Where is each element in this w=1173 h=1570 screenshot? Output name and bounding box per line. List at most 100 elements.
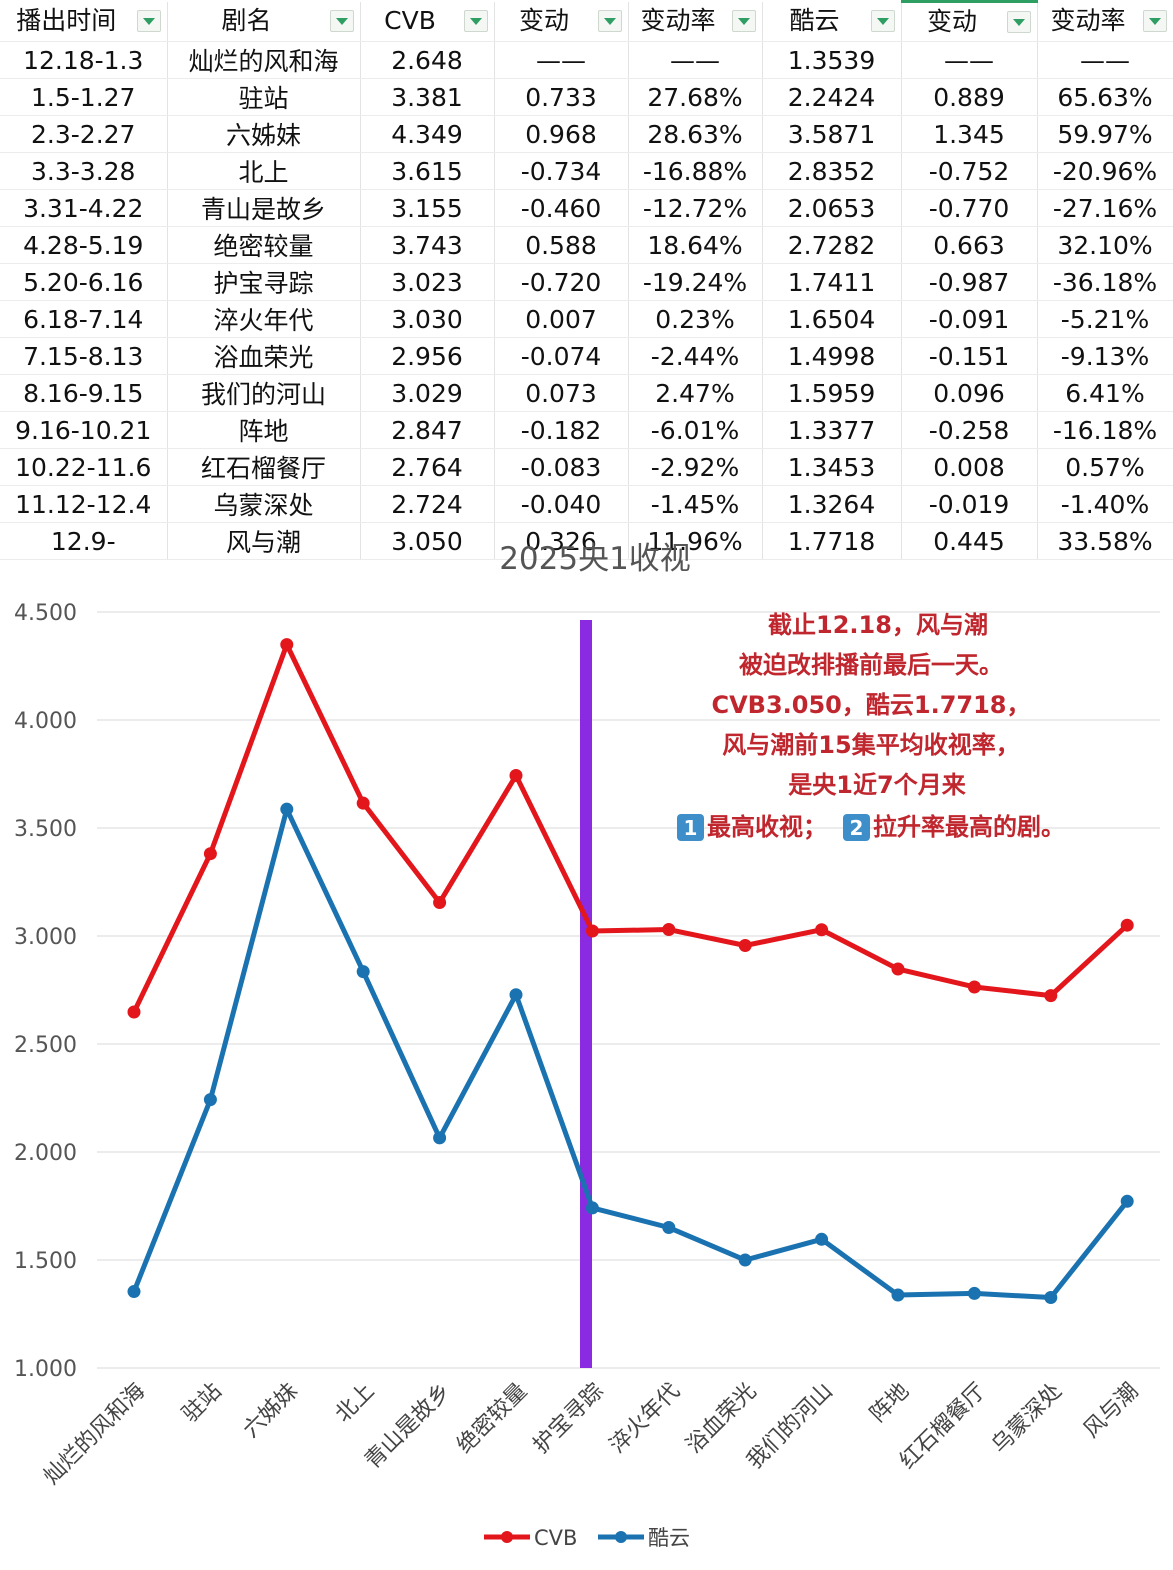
title-cell[interactable]: 绝密较量 [167, 226, 361, 264]
cvb-change-rate-cell[interactable]: 11.96% [628, 522, 763, 560]
kuyun-change-cell[interactable]: -0.151 [901, 337, 1038, 375]
kuyun-change-cell[interactable]: 0.889 [901, 78, 1038, 116]
kuyun-cell[interactable]: 1.7411 [762, 263, 902, 301]
cvb-cell[interactable]: 3.030 [360, 300, 495, 338]
cvb-cell[interactable]: 3.381 [360, 78, 495, 116]
title-cell[interactable]: 护宝寻踪 [167, 263, 361, 301]
airtime-cell[interactable]: 10.22-11.6 [0, 448, 168, 486]
cvb-change-rate-cell[interactable]: —— [628, 41, 763, 79]
title-cell[interactable]: 六姊妹 [167, 115, 361, 153]
cvb-cell[interactable]: 2.956 [360, 337, 495, 375]
title-cell[interactable]: 北上 [167, 152, 361, 190]
airtime-cell[interactable]: 3.31-4.22 [0, 189, 168, 227]
cvb-cell[interactable]: 3.743 [360, 226, 495, 264]
cvb-cell[interactable]: 2.847 [360, 411, 495, 449]
airtime-cell[interactable]: 12.18-1.3 [0, 41, 168, 79]
kuyun-change-cell[interactable]: -0.987 [901, 263, 1038, 301]
kuyun-change-cell[interactable]: -0.091 [901, 300, 1038, 338]
title-cell[interactable]: 我们的河山 [167, 374, 361, 412]
airtime-cell[interactable]: 11.12-12.4 [0, 485, 168, 523]
airtime-cell[interactable]: 8.16-9.15 [0, 374, 168, 412]
kuyun-change-rate-cell[interactable]: -36.18% [1037, 263, 1173, 301]
kuyun-change-rate-cell[interactable]: -27.16% [1037, 189, 1173, 227]
cvb-cell[interactable]: 2.648 [360, 41, 495, 79]
cvb-change-rate-cell[interactable]: -12.72% [628, 189, 763, 227]
cvb-change-cell[interactable]: -0.083 [494, 448, 629, 486]
cvb-change-rate-cell[interactable]: -1.45% [628, 485, 763, 523]
kuyun-cell[interactable]: 1.4998 [762, 337, 902, 375]
cvb-change-cell[interactable]: —— [494, 41, 629, 79]
cvb-change-cell[interactable]: -0.040 [494, 485, 629, 523]
kuyun-cell[interactable]: 2.7282 [762, 226, 902, 264]
cvb-cell[interactable]: 3.155 [360, 189, 495, 227]
kuyun-change-rate-cell[interactable]: -1.40% [1037, 485, 1173, 523]
cvb-change-cell[interactable]: -0.460 [494, 189, 629, 227]
cvb-cell[interactable]: 3.029 [360, 374, 495, 412]
kuyun-change-cell[interactable]: 0.663 [901, 226, 1038, 264]
cvb-change-rate-cell[interactable]: 2.47% [628, 374, 763, 412]
filter-dropdown-icon[interactable] [329, 10, 354, 33]
cvb-change-rate-cell[interactable]: -19.24% [628, 263, 763, 301]
airtime-cell[interactable]: 1.5-1.27 [0, 78, 168, 116]
cvb-change-rate-cell[interactable]: 28.63% [628, 115, 763, 153]
cvb-change-cell[interactable]: 0.007 [494, 300, 629, 338]
cvb-change-cell[interactable]: 0.326 [494, 522, 629, 560]
kuyun-cell[interactable]: 1.3539 [762, 41, 902, 79]
title-cell[interactable]: 风与潮 [167, 522, 361, 560]
title-cell[interactable]: 红石榴餐厅 [167, 448, 361, 486]
filter-dropdown-icon[interactable] [870, 10, 895, 33]
cvb-cell[interactable]: 4.349 [360, 115, 495, 153]
title-cell[interactable]: 淬火年代 [167, 300, 361, 338]
kuyun-change-cell[interactable]: 0.008 [901, 448, 1038, 486]
airtime-cell[interactable]: 6.18-7.14 [0, 300, 168, 338]
filter-dropdown-icon[interactable] [731, 10, 756, 33]
kuyun-cell[interactable]: 2.2424 [762, 78, 902, 116]
airtime-cell[interactable]: 5.20-6.16 [0, 263, 168, 301]
title-cell[interactable]: 青山是故乡 [167, 189, 361, 227]
filter-dropdown-icon[interactable] [463, 10, 488, 33]
kuyun-change-rate-cell[interactable]: -20.96% [1037, 152, 1173, 190]
kuyun-change-rate-cell[interactable]: -16.18% [1037, 411, 1173, 449]
kuyun-cell[interactable]: 1.7718 [762, 522, 902, 560]
cvb-change-cell[interactable]: 0.073 [494, 374, 629, 412]
kuyun-change-rate-cell[interactable]: 59.97% [1037, 115, 1173, 153]
cvb-change-rate-cell[interactable]: -6.01% [628, 411, 763, 449]
kuyun-cell[interactable]: 1.5959 [762, 374, 902, 412]
kuyun-change-rate-cell[interactable]: 0.57% [1037, 448, 1173, 486]
airtime-cell[interactable]: 12.9- [0, 522, 168, 560]
cvb-change-rate-cell[interactable]: -16.88% [628, 152, 763, 190]
cvb-change-cell[interactable]: 0.588 [494, 226, 629, 264]
cvb-cell[interactable]: 3.050 [360, 522, 495, 560]
kuyun-cell[interactable]: 1.6504 [762, 300, 902, 338]
filter-dropdown-icon[interactable] [1006, 11, 1031, 33]
cvb-change-rate-cell[interactable]: 0.23% [628, 300, 763, 338]
kuyun-cell[interactable]: 2.0653 [762, 189, 902, 227]
kuyun-change-cell[interactable]: 0.096 [901, 374, 1038, 412]
title-cell[interactable]: 驻站 [167, 78, 361, 116]
kuyun-change-cell[interactable]: —— [901, 41, 1038, 79]
cvb-change-cell[interactable]: -0.182 [494, 411, 629, 449]
kuyun-change-rate-cell[interactable]: -5.21% [1037, 300, 1173, 338]
cvb-change-rate-cell[interactable]: -2.44% [628, 337, 763, 375]
kuyun-change-rate-cell[interactable]: -9.13% [1037, 337, 1173, 375]
kuyun-change-cell[interactable]: -0.752 [901, 152, 1038, 190]
airtime-cell[interactable]: 7.15-8.13 [0, 337, 168, 375]
cvb-cell[interactable]: 2.764 [360, 448, 495, 486]
filter-dropdown-icon[interactable] [136, 10, 161, 33]
cvb-cell[interactable]: 3.615 [360, 152, 495, 190]
cvb-change-cell[interactable]: -0.734 [494, 152, 629, 190]
airtime-cell[interactable]: 4.28-5.19 [0, 226, 168, 264]
cvb-change-cell[interactable]: -0.720 [494, 263, 629, 301]
kuyun-change-rate-cell[interactable]: 65.63% [1037, 78, 1173, 116]
cvb-change-rate-cell[interactable]: -2.92% [628, 448, 763, 486]
kuyun-change-rate-cell[interactable]: 32.10% [1037, 226, 1173, 264]
title-cell[interactable]: 阵地 [167, 411, 361, 449]
cvb-change-rate-cell[interactable]: 18.64% [628, 226, 763, 264]
kuyun-cell[interactable]: 3.5871 [762, 115, 902, 153]
cvb-change-cell[interactable]: 0.968 [494, 115, 629, 153]
kuyun-change-cell[interactable]: 0.445 [901, 522, 1038, 560]
kuyun-change-cell[interactable]: -0.258 [901, 411, 1038, 449]
kuyun-change-cell[interactable]: -0.019 [901, 485, 1038, 523]
cvb-change-cell[interactable]: 0.733 [494, 78, 629, 116]
kuyun-cell[interactable]: 1.3453 [762, 448, 902, 486]
